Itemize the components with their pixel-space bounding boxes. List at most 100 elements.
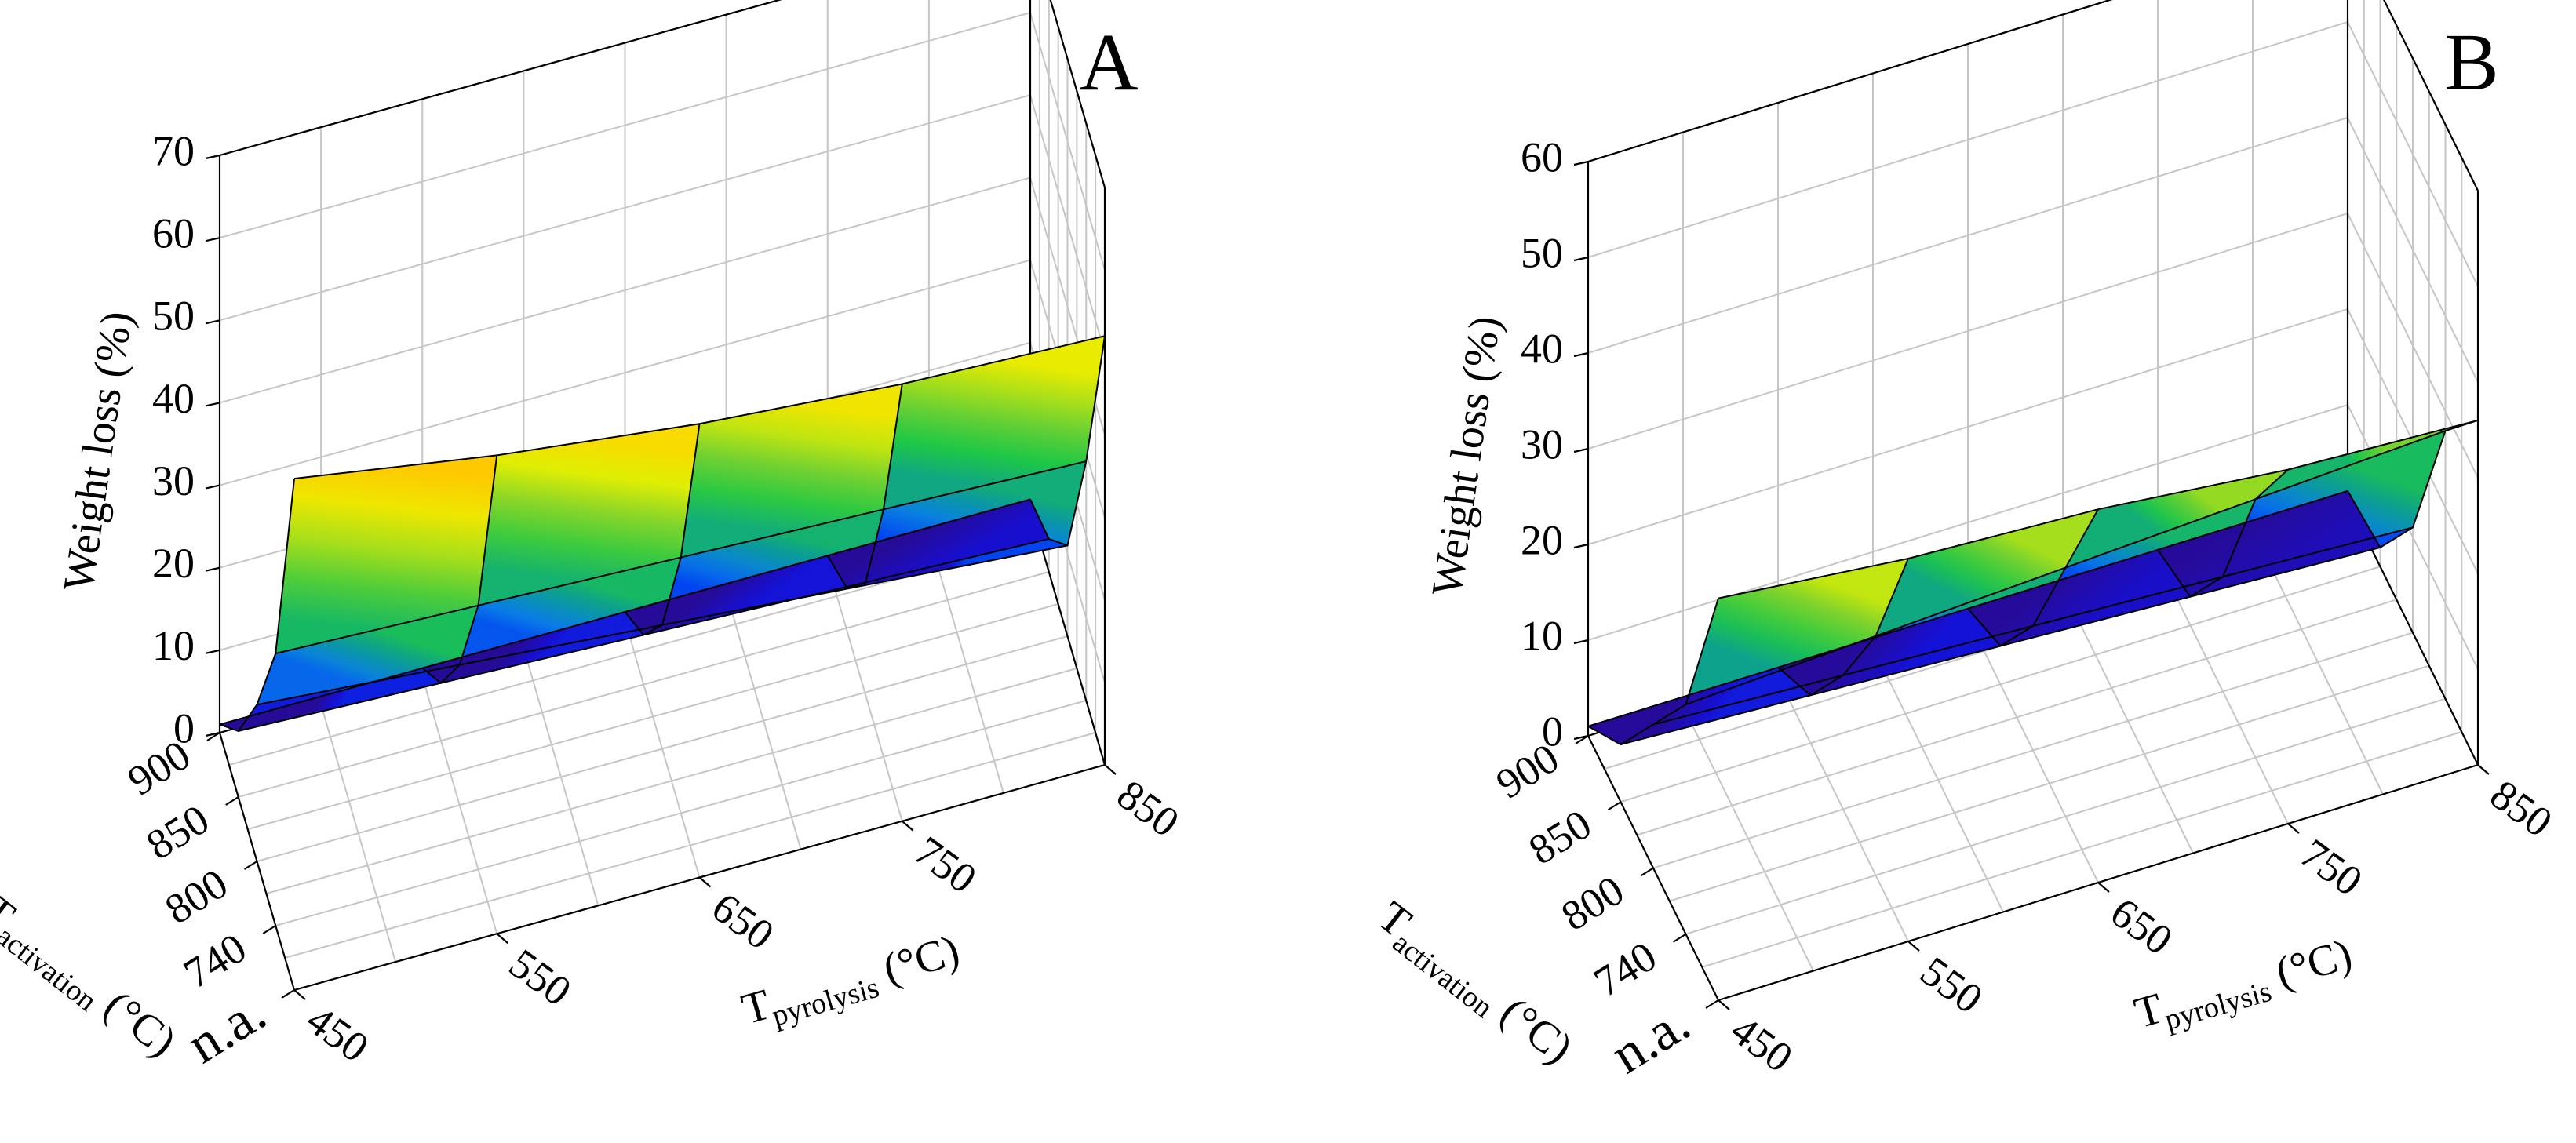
activation-title-unit: (°C) — [86, 974, 185, 1066]
z-tick-label: 70 — [152, 127, 195, 174]
frame-line — [1587, 0, 2113, 163]
surface-patch — [1968, 549, 2191, 646]
z-gridline — [219, 94, 1106, 353]
z-gridline — [219, 11, 1106, 271]
activation-tick-label: n.a. — [1601, 992, 1700, 1086]
surface — [1587, 419, 2479, 746]
mesh-line-pyrolysis — [1029, 336, 1106, 547]
z-tick-label: 0 — [173, 704, 195, 752]
z-axis-title: Weight loss (%) — [1423, 313, 1510, 599]
pyrolysis-tick — [2477, 764, 2490, 775]
z-tick — [205, 566, 220, 572]
z-gridline — [1587, 0, 2479, 191]
activation-tick-label: 800 — [1553, 866, 1631, 940]
activation-axis-title: Tactivation (°C) — [1365, 892, 1582, 1078]
surface-patch — [1685, 559, 1908, 704]
z-tick-label: 30 — [152, 457, 195, 504]
z-tick — [1573, 447, 1589, 453]
surface-patch — [2158, 490, 2381, 597]
activation-tick-label: 800 — [157, 860, 235, 934]
z-tick — [1573, 543, 1589, 549]
surface-patch — [1588, 667, 1811, 745]
activation-tick-label: 850 — [1521, 800, 1599, 874]
z-tick-label: 40 — [152, 375, 195, 422]
z-tick — [205, 402, 220, 407]
panel-label: A — [1079, 17, 1138, 107]
pyrolysis-tick — [1718, 999, 1730, 1010]
panel-a: 0 10 20 30 40 50 60 70 Weight loss (%) n.a.740800… — [0, 0, 1188, 1076]
z-tick — [205, 237, 220, 242]
frame-line — [2383, 0, 2479, 191]
activation-tick — [225, 796, 239, 806]
pyrolysis-title-sub: pyrolysis — [2161, 974, 2275, 1036]
surface-patch — [827, 499, 1049, 588]
z-tick-label: 10 — [152, 622, 195, 669]
mesh-line-pyrolysis — [1967, 508, 2099, 647]
pyrolysis-title-unit: (°C) — [2260, 930, 2357, 1000]
pyrolysis-tick — [1104, 764, 1117, 775]
activation-tick — [262, 925, 276, 934]
pyrolysis-tick-label: 650 — [703, 883, 782, 959]
activation-title-unit: (°C) — [1483, 981, 1582, 1072]
pyrolysis-tick — [293, 989, 306, 1000]
surface-patch — [459, 557, 681, 665]
pyrolysis-tick-label: 750 — [906, 827, 986, 902]
mesh-line-pyrolysis — [624, 424, 701, 636]
pyrolysis-tick-label: 550 — [501, 940, 580, 1015]
panel-label: B — [2444, 17, 2498, 107]
z-tick — [1573, 160, 1589, 166]
frame-line — [1049, 0, 1106, 188]
activation-tick — [206, 732, 220, 741]
activation-tick-label: 740 — [1586, 933, 1664, 1006]
z-tick — [205, 649, 220, 654]
surface-patch — [680, 384, 902, 558]
frame-line — [219, 0, 782, 157]
mesh-line-pyrolysis — [421, 455, 498, 684]
z-tick-label: 60 — [1521, 133, 1563, 180]
floor-gridline — [2062, 588, 2194, 854]
surface-patch — [220, 668, 441, 731]
floor-gridline — [247, 603, 1058, 830]
activation-tick — [1705, 999, 1719, 1009]
surface-patch — [1875, 509, 2098, 636]
activation-axis-title: Tactivation (°C) — [0, 886, 185, 1072]
surface-patch — [257, 605, 479, 705]
z-tick-label: 20 — [1521, 516, 1563, 563]
z-axis: 0 10 20 30 40 50 60 Weight loss (%) — [1423, 133, 1589, 755]
mesh-line-pyrolysis — [1777, 558, 1909, 697]
surface-patch — [275, 455, 497, 654]
z-axis-title: Weight loss (%) — [54, 308, 141, 595]
surface-patch — [1778, 608, 2001, 696]
activation-tick — [281, 989, 295, 999]
pyrolysis-tick — [902, 820, 914, 832]
z-tick-label: 50 — [1521, 229, 1563, 276]
surface-patch — [422, 611, 644, 683]
activation-tick — [243, 861, 258, 870]
z-tick-label: 20 — [152, 540, 195, 587]
z-tick — [205, 319, 220, 325]
pyrolysis-tick — [698, 876, 712, 888]
pyrolysis-tick — [496, 933, 508, 945]
pyrolysis-tick-label: 850 — [2482, 770, 2561, 846]
z-tick-label: 0 — [1542, 708, 1563, 755]
mesh-line-pyrolysis — [2347, 419, 2479, 549]
floor-gridline — [826, 563, 903, 822]
floor-gridline — [725, 592, 802, 850]
z-axis: 0 10 20 30 40 50 60 70 Weight loss (%) — [54, 127, 220, 752]
pyrolysis-title-unit: (°C) — [868, 926, 965, 996]
activation-tick — [1640, 867, 1654, 877]
mesh-line-pyrolysis — [826, 384, 903, 588]
floor-gridline — [257, 635, 1068, 862]
pyrolysis-tick-label: 750 — [2292, 829, 2371, 905]
z-tick-label: 40 — [1521, 325, 1563, 372]
activation-title-sub: activation — [0, 919, 103, 1017]
z-tick — [1573, 351, 1589, 358]
pyrolysis-tick — [1907, 941, 1920, 952]
pyrolysis-tick-label: 450 — [298, 996, 377, 1071]
surface-patch — [625, 555, 847, 635]
pyrolysis-axis-title: Tpyrolysis (°C) — [737, 926, 967, 1040]
